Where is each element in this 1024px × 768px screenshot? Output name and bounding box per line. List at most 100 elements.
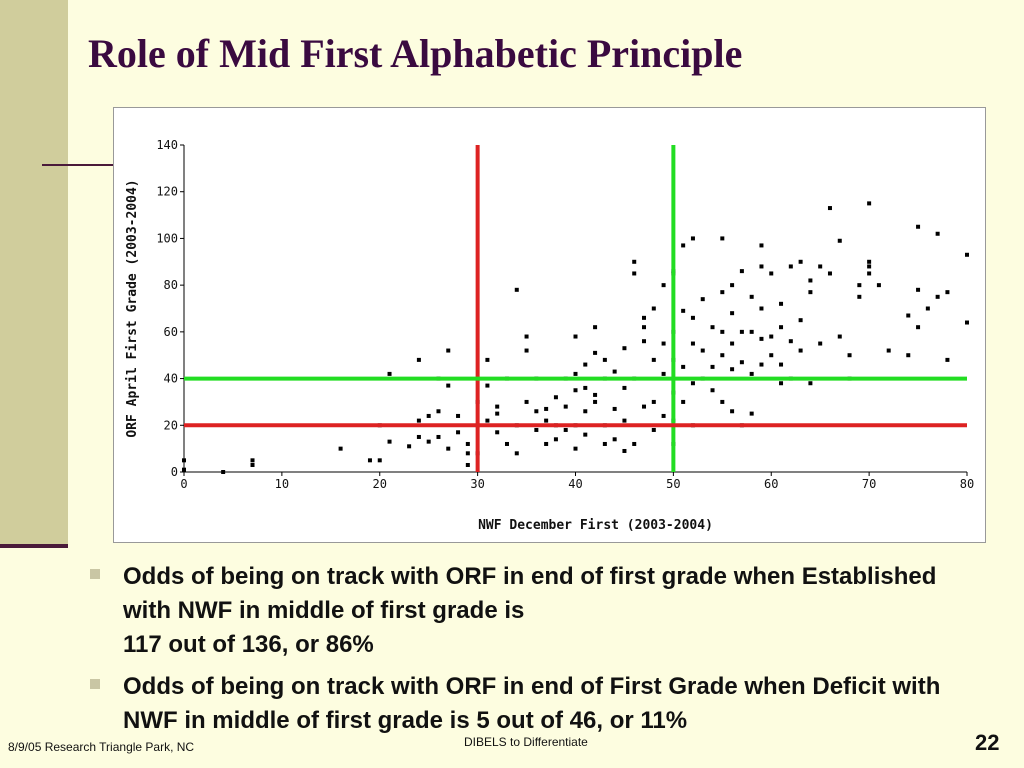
data-point: [544, 441, 549, 446]
data-point: [495, 411, 500, 416]
data-point: [808, 290, 813, 295]
data-point: [681, 243, 686, 248]
data-point: [583, 385, 588, 390]
x-axis-label: NWF December First (2003-2004): [478, 518, 713, 533]
data-point: [710, 325, 715, 330]
data-point: [485, 357, 490, 362]
data-point: [602, 441, 607, 446]
footer-date-location: 8/9/05 Research Triangle Park, NC: [8, 740, 195, 754]
data-point: [730, 341, 735, 346]
data-point: [749, 371, 754, 376]
decorative-divider-top: [42, 164, 114, 166]
data-point: [965, 252, 969, 257]
data-point: [730, 311, 735, 316]
data-point: [632, 259, 637, 264]
left-accent-bar: [0, 0, 68, 548]
data-point: [710, 364, 715, 369]
data-point: [465, 441, 470, 446]
y-tick-label: 40: [164, 372, 178, 386]
x-tick-label: 70: [862, 477, 876, 491]
x-tick-label: 30: [470, 477, 484, 491]
data-point: [837, 334, 842, 339]
decorative-divider-bottom: [0, 544, 68, 548]
chart-points: [182, 201, 969, 474]
y-tick-label: 20: [164, 418, 178, 432]
y-tick-label: 0: [171, 465, 178, 479]
data-point: [524, 334, 529, 339]
data-point: [916, 224, 921, 229]
data-point: [759, 362, 764, 367]
data-point: [622, 418, 627, 423]
data-point: [651, 399, 656, 404]
bullet-item: Odds of being on track with ORF in end o…: [90, 670, 990, 738]
data-point: [661, 341, 666, 346]
data-point: [544, 406, 549, 411]
data-point: [593, 399, 598, 404]
data-point: [563, 404, 568, 409]
data-point: [446, 348, 451, 353]
data-point: [632, 271, 637, 276]
data-point: [808, 278, 813, 283]
data-point: [916, 287, 921, 292]
data-point: [730, 283, 735, 288]
data-point: [456, 430, 461, 435]
data-point: [387, 439, 392, 444]
data-point: [857, 283, 862, 288]
square-bullet-icon: [90, 569, 100, 579]
x-tick-label: 10: [275, 477, 289, 491]
y-tick-label: 140: [156, 138, 178, 152]
data-point: [876, 283, 881, 288]
data-point: [681, 399, 686, 404]
square-bullet-icon: [90, 679, 100, 689]
data-point: [661, 413, 666, 418]
data-point: [436, 434, 441, 439]
data-point: [867, 264, 872, 269]
data-point: [798, 318, 803, 323]
data-point: [642, 315, 647, 320]
data-point: [808, 381, 813, 386]
data-point: [945, 357, 950, 362]
data-point: [495, 404, 500, 409]
data-point: [495, 430, 500, 435]
data-point: [681, 364, 686, 369]
data-point: [798, 348, 803, 353]
data-point: [553, 437, 558, 442]
data-point: [720, 329, 725, 334]
y-tick-label: 60: [164, 325, 178, 339]
data-point: [759, 264, 764, 269]
data-point: [690, 315, 695, 320]
data-point: [935, 231, 940, 236]
x-tick-label: 60: [764, 477, 778, 491]
data-point: [827, 271, 832, 276]
data-point: [788, 264, 793, 269]
data-point: [377, 458, 382, 463]
data-point: [720, 399, 725, 404]
data-point: [534, 409, 539, 414]
data-point: [583, 409, 588, 414]
data-point: [534, 427, 539, 432]
data-point: [788, 339, 793, 344]
x-tick-label: 50: [666, 477, 680, 491]
data-point: [622, 385, 627, 390]
data-point: [739, 269, 744, 274]
data-point: [818, 341, 823, 346]
data-point: [416, 357, 421, 362]
data-point: [485, 383, 490, 388]
data-point: [642, 404, 647, 409]
data-point: [387, 371, 392, 376]
data-point: [250, 458, 255, 463]
y-tick-label: 120: [156, 185, 178, 199]
bullet-text-deficit: Odds of being on track with ORF in end o…: [123, 673, 941, 734]
data-point: [730, 409, 735, 414]
data-point: [524, 348, 529, 353]
data-point: [524, 399, 529, 404]
data-point: [779, 301, 784, 306]
x-tick-label: 20: [373, 477, 387, 491]
data-point: [563, 427, 568, 432]
data-point: [925, 306, 930, 311]
chart-axes: 0 10 20 30 40 50 60 70 80 0 20 40 60 80 100 120 140: [156, 138, 974, 491]
data-point: [779, 362, 784, 367]
data-point: [632, 441, 637, 446]
data-point: [465, 462, 470, 467]
data-point: [886, 348, 891, 353]
